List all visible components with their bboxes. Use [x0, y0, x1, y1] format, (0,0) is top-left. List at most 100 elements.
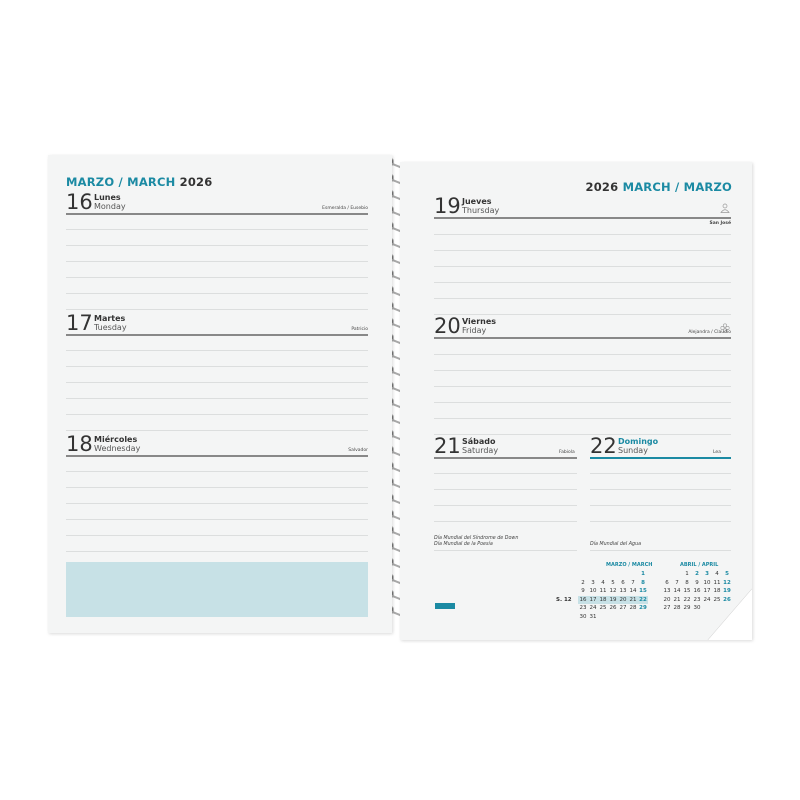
writing-line[interactable]: [66, 487, 368, 488]
writing-line[interactable]: [434, 282, 731, 283]
mini-calendar-day[interactable]: 5: [611, 579, 615, 586]
mini-calendar-day[interactable]: 23: [693, 596, 701, 603]
writing-line[interactable]: [66, 551, 368, 552]
writing-line[interactable]: [590, 505, 731, 506]
writing-line[interactable]: [66, 398, 368, 399]
mini-calendar-day[interactable]: 23: [579, 605, 587, 611]
writing-line[interactable]: [66, 293, 368, 294]
mini-calendar-day[interactable]: 29: [683, 605, 691, 611]
mini-calendar-day[interactable]: 30: [579, 613, 587, 620]
mini-calendar-day[interactable]: 11: [713, 579, 721, 586]
mini-calendar-day[interactable]: 18: [599, 596, 607, 603]
mini-calendar-day[interactable]: 11: [599, 588, 607, 594]
mini-calendar-day[interactable]: 13: [663, 588, 671, 594]
writing-line[interactable]: [66, 382, 368, 383]
mini-calendar-day[interactable]: 30: [693, 605, 701, 611]
mini-calendar-day[interactable]: 17: [589, 596, 597, 603]
mini-calendar-day[interactable]: 3: [591, 579, 595, 586]
mini-calendar-day[interactable]: 15: [639, 588, 647, 594]
mini-calendar-day[interactable]: 29: [639, 605, 647, 611]
writing-line[interactable]: [66, 519, 368, 520]
mini-calendar-day[interactable]: 13: [619, 588, 627, 594]
writing-line[interactable]: [66, 414, 368, 415]
writing-line[interactable]: [66, 229, 368, 230]
mini-calendar-day[interactable]: 2: [581, 579, 585, 586]
mini-calendar-day[interactable]: 22: [683, 596, 691, 603]
writing-line[interactable]: [66, 245, 368, 246]
mini-calendar-day[interactable]: 10: [703, 579, 711, 586]
mini-calendar-day[interactable]: 16: [693, 588, 701, 594]
writing-line[interactable]: [434, 386, 731, 387]
mini-calendar-day[interactable]: 9: [581, 588, 585, 594]
writing-line[interactable]: [434, 521, 577, 522]
mini-calendar-day[interactable]: 12: [723, 579, 731, 586]
writing-line[interactable]: [434, 298, 731, 299]
mini-calendar-day[interactable]: 8: [641, 579, 645, 586]
writing-line[interactable]: [434, 250, 731, 251]
mini-calendar-day[interactable]: 25: [599, 605, 607, 611]
mini-calendar-day[interactable]: 18: [713, 588, 721, 594]
mini-calendar-day[interactable]: 26: [723, 596, 731, 603]
mini-calendar-day[interactable]: 6: [665, 579, 669, 586]
writing-line[interactable]: [66, 503, 368, 504]
writing-line[interactable]: [434, 489, 577, 490]
mini-calendar-day[interactable]: 7: [631, 579, 635, 586]
writing-line[interactable]: [434, 402, 731, 403]
mini-calendar-day[interactable]: 8: [685, 579, 689, 586]
writing-line[interactable]: [434, 505, 577, 506]
writing-line[interactable]: [434, 418, 731, 419]
writing-line[interactable]: [590, 550, 731, 551]
writing-line[interactable]: [434, 473, 577, 474]
writing-line[interactable]: [66, 350, 368, 351]
mini-calendar-day[interactable]: 15: [683, 588, 691, 594]
mini-calendar-day[interactable]: 28: [673, 605, 681, 611]
mini-calendar-day[interactable]: 27: [619, 605, 627, 611]
mini-calendar-day[interactable]: 14: [629, 588, 637, 594]
mini-calendar-day[interactable]: 4: [715, 571, 719, 577]
mini-calendar-day[interactable]: 3: [705, 571, 709, 577]
mini-calendar-day[interactable]: 19: [723, 588, 731, 594]
writing-line[interactable]: [434, 314, 731, 315]
writing-line[interactable]: [434, 266, 731, 267]
mini-calendar-day[interactable]: 31: [589, 613, 597, 620]
mini-calendar-day[interactable]: 7: [675, 579, 679, 586]
writing-line[interactable]: [434, 370, 731, 371]
mini-calendar-day[interactable]: 2: [695, 571, 699, 577]
writing-line[interactable]: [434, 354, 731, 355]
writing-line[interactable]: [434, 234, 731, 235]
writing-line[interactable]: [66, 430, 368, 431]
mini-calendar-day[interactable]: 20: [619, 596, 627, 603]
mini-calendar-day[interactable]: 9: [695, 579, 699, 586]
mini-calendar-day[interactable]: 24: [703, 596, 711, 603]
mini-calendar-day[interactable]: 21: [629, 596, 637, 603]
mini-calendar-day[interactable]: 14: [673, 588, 681, 594]
writing-line[interactable]: [590, 489, 731, 490]
notes-box[interactable]: [66, 562, 368, 617]
mini-calendar-day[interactable]: 28: [629, 605, 637, 611]
mini-calendar-day[interactable]: 5: [725, 571, 729, 577]
writing-line[interactable]: [66, 261, 368, 262]
writing-line[interactable]: [66, 535, 368, 536]
mini-calendar-day[interactable]: 1: [641, 571, 645, 577]
mini-calendar-day[interactable]: 20: [663, 596, 671, 603]
mini-calendar-day[interactable]: 19: [609, 596, 617, 603]
mini-calendar-day[interactable]: 6: [621, 579, 625, 586]
writing-line[interactable]: [66, 277, 368, 278]
mini-calendar-day[interactable]: 26: [609, 605, 617, 611]
mini-calendar-day[interactable]: 1: [685, 571, 689, 577]
writing-line[interactable]: [590, 521, 731, 522]
writing-line[interactable]: [590, 473, 731, 474]
writing-line[interactable]: [434, 434, 731, 435]
mini-calendar-day[interactable]: 16: [579, 596, 587, 603]
mini-calendar-day[interactable]: 21: [673, 596, 681, 603]
writing-line[interactable]: [66, 471, 368, 472]
writing-line[interactable]: [66, 309, 368, 310]
mini-calendar-day[interactable]: 22: [639, 596, 647, 603]
mini-calendar-day[interactable]: 25: [713, 596, 721, 603]
mini-calendar-day[interactable]: 27: [663, 605, 671, 611]
writing-line[interactable]: [66, 366, 368, 367]
mini-calendar-day[interactable]: 10: [589, 588, 597, 594]
mini-calendar-day[interactable]: 17: [703, 588, 711, 594]
mini-calendar-day[interactable]: 24: [589, 605, 597, 611]
mini-calendar-day[interactable]: 12: [609, 588, 617, 594]
